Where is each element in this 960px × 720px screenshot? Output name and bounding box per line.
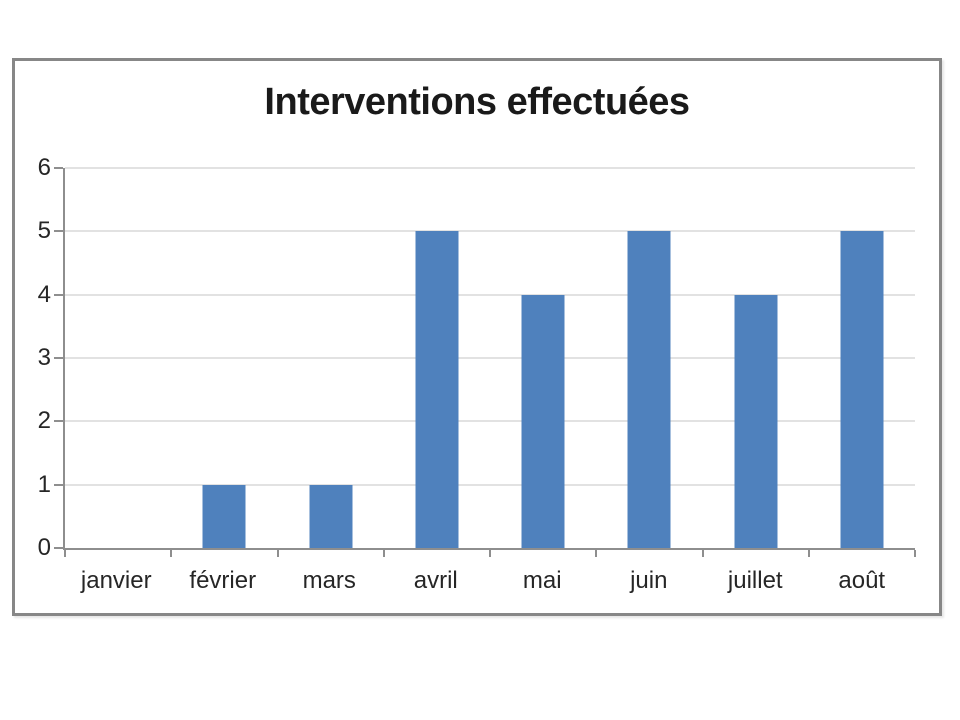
gridline-y-5 — [65, 230, 915, 232]
bar-mars — [309, 484, 353, 548]
bar-mai — [521, 294, 565, 548]
y-tick-label-2: 2 — [37, 407, 51, 435]
x-tick-mark-8 — [914, 550, 916, 557]
x-tick-mark-0 — [64, 550, 66, 557]
chart-frame: Interventions effectuées 0 1 2 3 4 5 6 janvier… — [12, 58, 942, 616]
gridline-y-4 — [65, 294, 915, 296]
y-tick-label-0: 0 — [37, 534, 51, 561]
gridline-y-6 — [65, 167, 915, 169]
x-tick-label-juillet: juillet — [727, 567, 783, 594]
x-tick-label-mai: mai — [522, 567, 562, 594]
y-tick-mark-3 — [54, 357, 63, 359]
x-tick-label-janvier: janvier — [80, 567, 152, 594]
x-tick-mark-3 — [382, 550, 385, 557]
gridline-y-1 — [65, 484, 915, 486]
y-tick-label-1: 1 — [37, 470, 51, 498]
plot-area — [54, 167, 916, 557]
bar-février — [202, 484, 246, 548]
y-tick-label-4: 4 — [37, 280, 51, 308]
y-tick-mark-2 — [54, 420, 63, 423]
y-axis-labels: 0 1 2 3 4 5 6 — [15, 154, 51, 561]
x-tick-label-février: février — [189, 567, 257, 594]
x-tick-label-avril: avril — [413, 567, 458, 594]
x-tick-mark-1 — [170, 550, 173, 557]
chart-title: Interventions effectuées — [264, 81, 690, 123]
y-tick-label-6: 6 — [37, 154, 51, 181]
bar-juillet — [734, 294, 778, 548]
y-tick-mark-5 — [54, 230, 63, 233]
x-tick-mark-6 — [701, 550, 704, 557]
gridline-y-3 — [65, 357, 915, 359]
y-tick-label-3: 3 — [37, 344, 51, 371]
x-tick-mark-5 — [595, 550, 598, 557]
x-tick-mark-7 — [807, 550, 810, 557]
bar-août — [840, 231, 884, 548]
x-tick-mark-2 — [276, 550, 279, 557]
x-axis-labels: janvier février mars avril mai juin juillet aoû… — [63, 561, 915, 601]
x-tick-label-juin: juin — [630, 567, 668, 594]
x-tick-mark-4 — [489, 550, 491, 557]
x-tick-label-mars: mars — [302, 567, 356, 594]
y-tick-mark-1 — [54, 483, 63, 486]
x-tick-label-août: août — [838, 567, 886, 594]
y-tick-label-5: 5 — [37, 217, 51, 245]
gridline-y-2 — [65, 420, 915, 422]
y-tick-mark-4 — [54, 293, 63, 296]
bar-avril — [415, 231, 459, 548]
y-tick-mark-6 — [54, 167, 63, 169]
y-tick-mark-0 — [54, 547, 63, 549]
bar-juin — [627, 231, 671, 548]
